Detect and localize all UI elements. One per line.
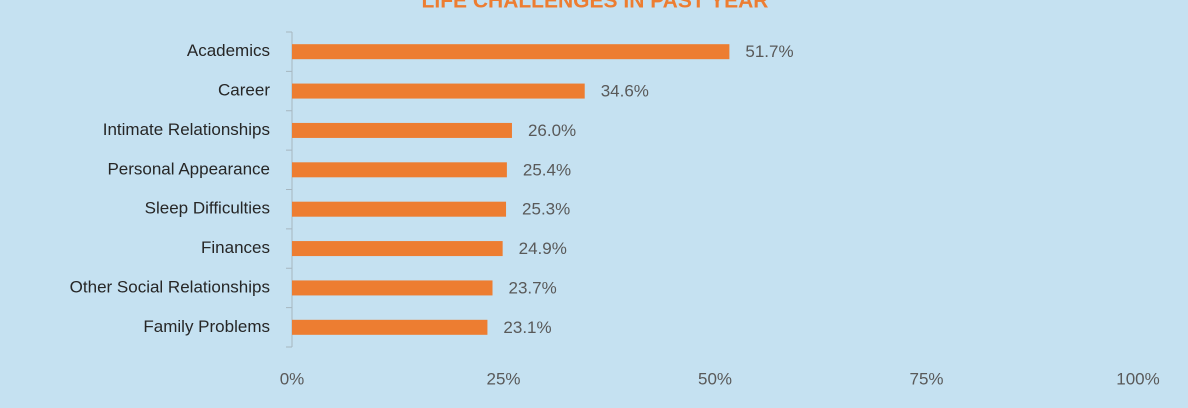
data-label: 25.3% bbox=[522, 200, 570, 219]
bar bbox=[292, 241, 503, 257]
bar bbox=[292, 122, 512, 138]
data-label: 51.7% bbox=[745, 42, 793, 61]
bar bbox=[292, 319, 488, 335]
y-tick-label: Family Problems bbox=[143, 317, 270, 336]
y-tick-label: Intimate Relationships bbox=[103, 120, 270, 139]
y-tick-label: Other Social Relationships bbox=[70, 277, 270, 296]
x-tick-label: 75% bbox=[909, 369, 943, 388]
data-label: 34.6% bbox=[601, 82, 649, 101]
bar bbox=[292, 44, 730, 60]
data-label: 26.0% bbox=[528, 121, 576, 140]
x-tick-label: 25% bbox=[486, 369, 520, 388]
y-tick-label: Personal Appearance bbox=[107, 159, 270, 178]
y-tick-label: Sleep Difficulties bbox=[145, 199, 270, 218]
bar bbox=[292, 280, 493, 296]
chart-title: LIFE CHALLENGES IN PAST YEAR bbox=[422, 0, 769, 13]
x-tick-label: 50% bbox=[698, 369, 732, 388]
data-label: 24.9% bbox=[519, 239, 567, 258]
bar bbox=[292, 83, 585, 99]
x-tick-label: 100% bbox=[1116, 369, 1159, 388]
x-tick-label: 0% bbox=[280, 369, 305, 388]
y-tick-label: Academics bbox=[187, 41, 270, 60]
y-tick-label: Career bbox=[218, 81, 270, 100]
y-tick-label: Finances bbox=[201, 238, 270, 257]
data-label: 25.4% bbox=[523, 160, 571, 179]
data-label: 23.1% bbox=[503, 318, 551, 337]
data-label: 23.7% bbox=[509, 278, 557, 297]
bar bbox=[292, 201, 507, 217]
bar bbox=[292, 162, 507, 178]
